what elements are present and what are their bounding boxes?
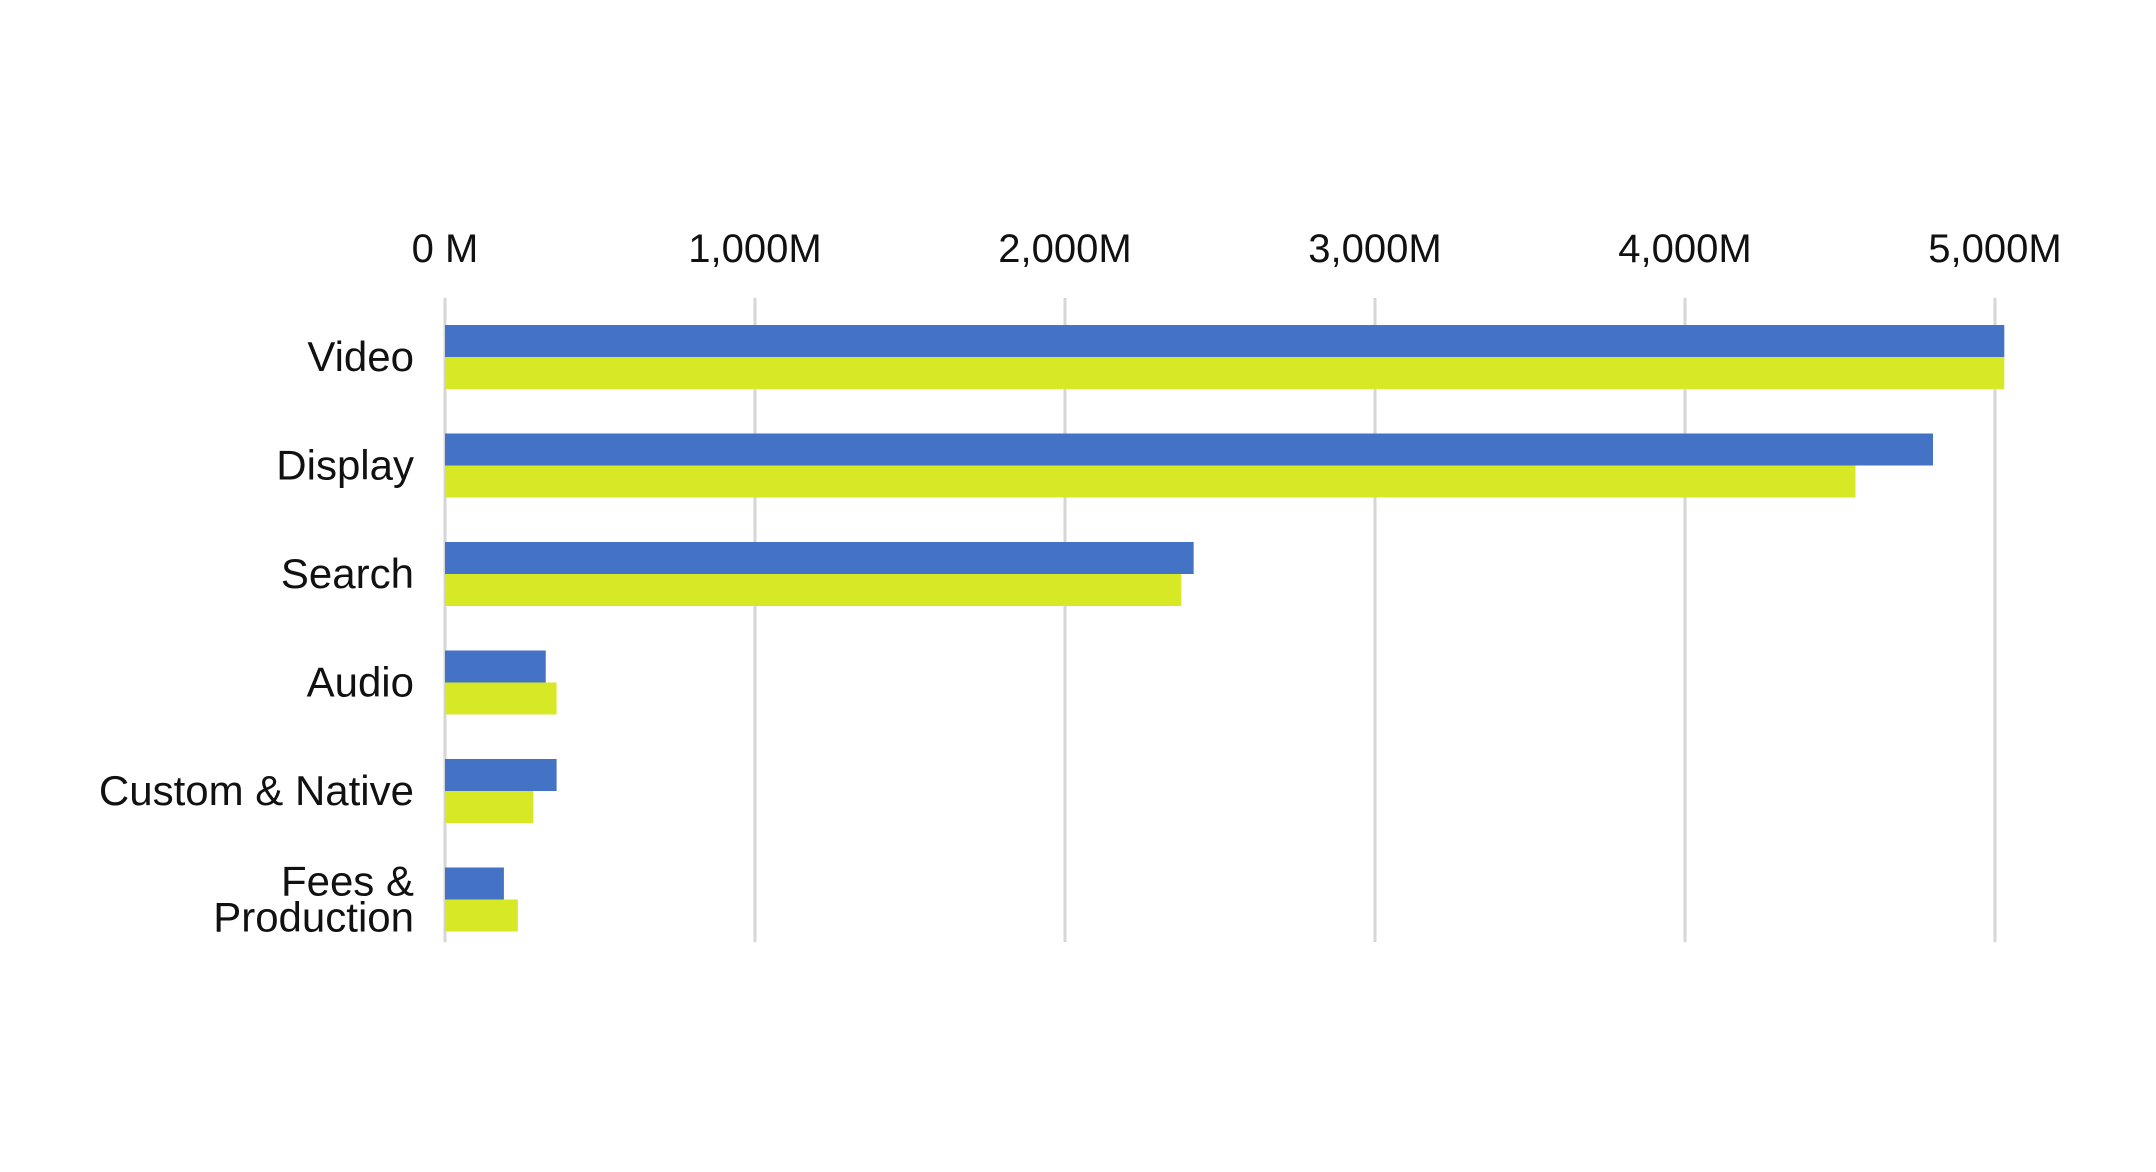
category-label: Video xyxy=(307,333,414,380)
bar-series-2 xyxy=(445,574,1182,606)
x-tick-label: 2,000M xyxy=(998,227,1131,271)
bar-series-1 xyxy=(445,759,557,791)
x-tick-label: 1,000M xyxy=(688,227,821,271)
bar-series-1 xyxy=(445,542,1194,574)
x-tick-label: 5,000M xyxy=(1928,227,2061,271)
category-label: Display xyxy=(276,442,414,489)
category-labels: Video Display Search Audio Custom & Native Fe… xyxy=(99,333,414,941)
bar-series-1 xyxy=(445,433,1933,466)
bar-series-2 xyxy=(445,899,518,932)
bar-series-2 xyxy=(445,465,1856,498)
x-axis-ticks: 0 M 1,000M 2,000M 3,000M 4,000M 5,000M xyxy=(412,227,2062,271)
x-tick-label: 3,000M xyxy=(1308,227,1441,271)
x-tick-label: 4,000M xyxy=(1618,227,1751,271)
category-label: Fees & xyxy=(281,858,414,905)
bar-series-2 xyxy=(445,682,557,715)
x-tick-label: 0 M xyxy=(412,227,479,271)
category-label: Custom & Native xyxy=(99,767,414,814)
category-label: Production xyxy=(213,894,414,941)
category-label: Audio xyxy=(307,659,414,706)
gridlines xyxy=(443,298,1997,942)
bar-series-2 xyxy=(445,791,534,823)
bars xyxy=(445,325,2005,932)
bar-series-1 xyxy=(445,867,504,900)
category-label: Search xyxy=(281,550,414,597)
bar-series-1 xyxy=(445,325,2005,357)
bar-series-1 xyxy=(445,650,546,683)
bar-series-2 xyxy=(445,357,2005,389)
